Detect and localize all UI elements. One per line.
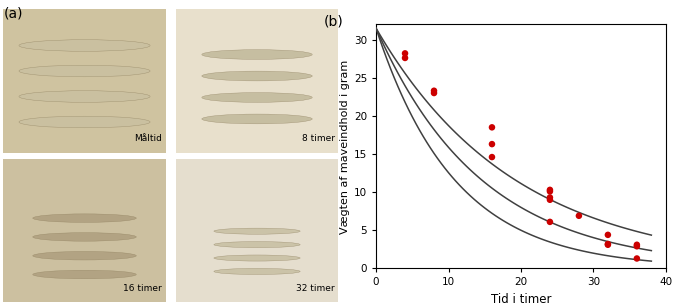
Point [428, 88, 440, 93]
Ellipse shape [19, 40, 150, 51]
Ellipse shape [32, 270, 136, 279]
Point [631, 242, 642, 247]
Text: Måltid: Måltid [135, 134, 162, 143]
Ellipse shape [19, 65, 150, 77]
Ellipse shape [201, 114, 312, 124]
Point [400, 56, 411, 60]
Bar [3, 159, 166, 302]
Point [573, 214, 584, 218]
Text: (b): (b) [324, 15, 344, 29]
Bar [3, 9, 166, 152]
Y-axis label: Vægten af maveindhold i gram: Vægten af maveindhold i gram [339, 59, 350, 234]
Ellipse shape [214, 268, 300, 274]
Point [486, 155, 497, 160]
Bar [176, 9, 338, 152]
Point [602, 232, 613, 237]
Point [602, 242, 613, 247]
Text: 32 timer: 32 timer [296, 284, 335, 293]
Point [631, 256, 642, 261]
Text: 16 timer: 16 timer [124, 284, 162, 293]
Point [486, 142, 497, 146]
Ellipse shape [214, 255, 300, 261]
Point [400, 51, 411, 56]
Point [486, 125, 497, 130]
Point [631, 244, 642, 249]
Ellipse shape [201, 50, 312, 59]
Ellipse shape [19, 91, 150, 102]
Ellipse shape [32, 251, 136, 260]
Ellipse shape [214, 228, 300, 234]
Point [544, 197, 555, 202]
Ellipse shape [32, 214, 136, 222]
Point [602, 242, 613, 246]
X-axis label: Tid i timer: Tid i timer [491, 293, 551, 305]
Ellipse shape [214, 242, 300, 248]
Bar [176, 159, 338, 302]
Point [544, 195, 555, 200]
Point [428, 91, 440, 95]
Point [544, 220, 555, 224]
Text: (a): (a) [3, 6, 23, 20]
Point [544, 189, 555, 194]
Ellipse shape [32, 233, 136, 241]
Ellipse shape [201, 71, 312, 81]
Ellipse shape [201, 93, 312, 102]
Point [544, 187, 555, 192]
Ellipse shape [19, 116, 150, 128]
Text: 8 timer: 8 timer [302, 134, 335, 143]
